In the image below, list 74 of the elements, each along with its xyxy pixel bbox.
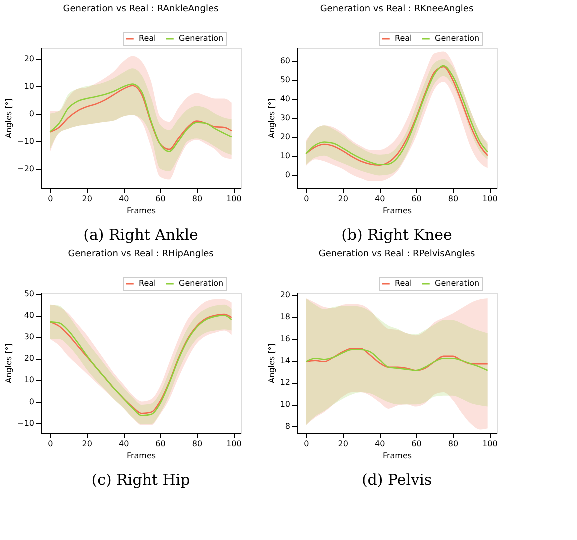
y-tick-label: −10: [18, 136, 34, 146]
x-axis-title: Frames: [126, 206, 156, 216]
text: (b) Right Knee: [342, 226, 453, 244]
chart-title: Generation vs Real : RPelvisAngles: [318, 250, 476, 260]
legend-label: Generation: [435, 279, 480, 288]
x-axis-title: Frames: [382, 452, 412, 460]
y-tick-label: 10: [280, 151, 290, 160]
y-tick-label: 30: [24, 332, 34, 342]
y-tick-label: 20: [24, 354, 34, 364]
x-tick-label: 0: [304, 440, 310, 448]
chart-title: Generation vs Real : RHipAngles: [68, 250, 214, 260]
y-axis-title: Angles [°]: [4, 344, 14, 384]
x-tick-label: 40: [118, 194, 130, 204]
x-tick-label: 20: [82, 440, 92, 448]
y-tick-label: 40: [280, 94, 290, 104]
x-tick-label: 20: [338, 194, 348, 204]
y-tick-label: 20: [280, 290, 290, 300]
text: (a) Right Ankle: [84, 226, 199, 244]
legend-label: Real: [395, 279, 412, 288]
legend-label: Real: [395, 34, 412, 43]
legend-label: Real: [139, 279, 156, 288]
y-tick-label: 10: [24, 82, 34, 91]
x-tick-label: 60: [156, 194, 166, 204]
legend-label: Generation: [179, 34, 224, 43]
y-tick-label: 14: [280, 356, 290, 366]
legend-label: Generation: [179, 279, 224, 288]
chart-title: Generation vs Real : RKneeAngles: [320, 4, 474, 14]
y-tick-label: 50: [280, 76, 290, 85]
x-tick-label: 40: [374, 440, 386, 448]
x-tick-label: 100: [482, 440, 498, 448]
y-tick-label: 0: [29, 109, 34, 118]
y-tick-label: 20: [24, 54, 34, 64]
y-tick-label: 20: [280, 132, 290, 142]
y-tick-label: 8: [285, 422, 290, 431]
x-tick-label: 100: [226, 440, 242, 448]
y-tick-label: 10: [280, 400, 290, 410]
y-tick-label: 30: [280, 114, 290, 122]
y-axis-title: Angles [°]: [267, 344, 276, 384]
y-tick-label: 18: [280, 312, 290, 322]
x-axis-title: Frames: [382, 206, 412, 216]
x-tick-label: 80: [448, 440, 459, 448]
x-tick-label: 60: [412, 194, 422, 204]
y-tick-label: −20: [18, 164, 34, 174]
y-tick-label: 50: [24, 290, 34, 299]
y-tick-label: 40: [24, 311, 34, 320]
y-tick-label: 0: [29, 397, 34, 406]
y-tick-label: 0: [285, 170, 290, 180]
x-tick-label: 40: [374, 194, 386, 204]
x-tick-label: 60: [156, 440, 166, 448]
x-axis-title: Frames: [126, 452, 156, 460]
y-tick-label: −10: [18, 418, 34, 428]
chart-title: Generation vs Real : RAnkleAngles: [63, 4, 220, 14]
y-axis-title: Angles [°]: [267, 98, 276, 138]
x-tick-label: 0: [304, 194, 310, 204]
x-tick-label: 80: [192, 194, 203, 204]
legend-label: Generation: [435, 34, 480, 43]
x-tick-label: 20: [82, 194, 92, 204]
y-axis-title: Angles [°]: [4, 98, 14, 138]
x-tick-label: 40: [118, 440, 130, 448]
x-tick-label: 80: [192, 440, 203, 448]
y-tick-label: 12: [280, 378, 290, 388]
x-tick-label: 20: [338, 440, 348, 448]
y-tick-label: 16: [280, 334, 290, 344]
x-tick-label: 60: [412, 440, 422, 448]
x-tick-label: 0: [48, 440, 54, 448]
y-tick-label: 10: [24, 376, 34, 385]
text: (d) Pelvis: [362, 471, 432, 489]
legend-label: Real: [139, 34, 156, 43]
x-tick-label: 100: [226, 194, 242, 204]
text: (c) Right Hip: [92, 471, 190, 489]
x-tick-label: 100: [482, 194, 498, 204]
y-tick-label: 60: [280, 56, 290, 66]
x-tick-label: 0: [48, 194, 54, 204]
x-tick-label: 80: [448, 194, 459, 204]
